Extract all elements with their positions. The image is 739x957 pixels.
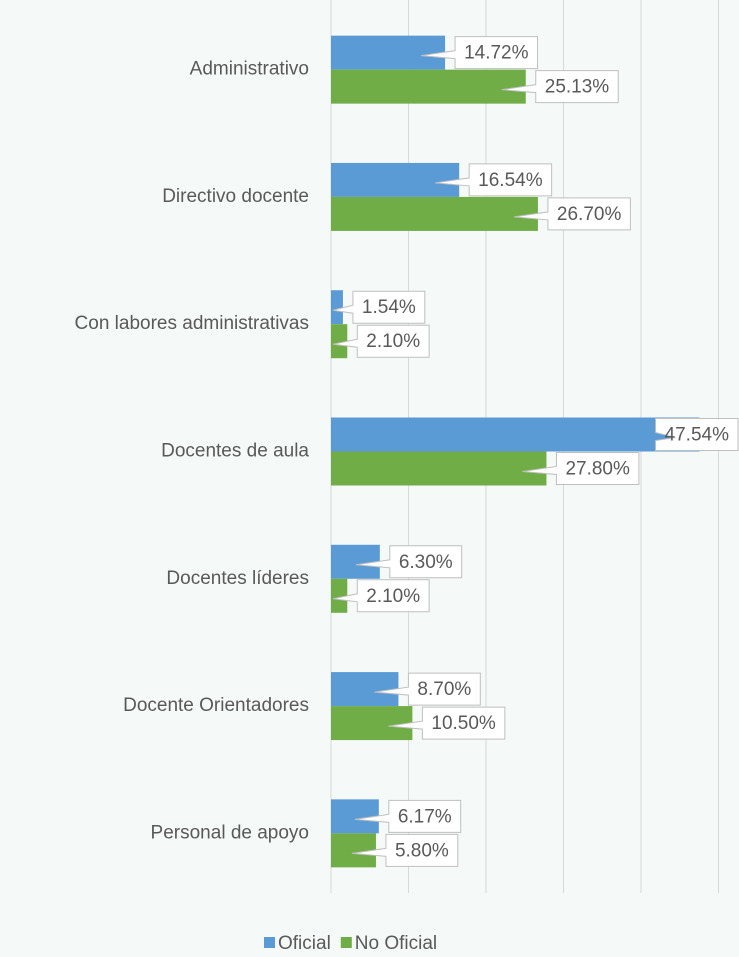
data-label: 47.54%: [665, 425, 730, 446]
y-tick-label: Administrativo: [190, 59, 309, 80]
label-callout: [354, 799, 462, 833]
legend-swatch: [264, 937, 275, 948]
label-callout: [421, 36, 539, 70]
data-label: 26.70%: [557, 204, 622, 225]
bar: [331, 290, 343, 325]
label-callout: [374, 672, 481, 706]
data-label: 10.50%: [431, 713, 496, 734]
bar: [331, 799, 379, 834]
bar: [331, 706, 413, 741]
y-tick-label: Con labores administrativas: [75, 313, 309, 334]
data-label: 2.10%: [366, 586, 420, 607]
label-callout: [435, 163, 553, 197]
bar: [331, 672, 399, 707]
y-tick-label: Docentes de aula: [161, 441, 309, 462]
data-label: 8.70%: [417, 679, 471, 700]
y-tick-label: Personal de apoyo: [151, 822, 309, 843]
y-tick-label: Docente Orientadores: [123, 695, 309, 716]
data-label: 1.54%: [362, 297, 416, 318]
data-label: 6.30%: [399, 552, 453, 573]
bar: [331, 162, 460, 197]
label-callout: [388, 706, 506, 740]
data-label: 14.72%: [464, 43, 529, 64]
y-tick-label: Directivo docente: [162, 186, 309, 207]
data-label: 16.54%: [478, 170, 543, 191]
label-callout: [522, 452, 640, 485]
y-tick-label: Docentes líderes: [166, 568, 309, 589]
legend-label: Oficial: [278, 933, 331, 954]
bar: [331, 196, 538, 231]
bar: [331, 69, 526, 104]
bar: [331, 324, 348, 359]
bar: [331, 417, 700, 452]
label-callout: [332, 579, 430, 613]
bar: [331, 35, 446, 70]
data-label: 25.13%: [545, 77, 610, 98]
label-callout: [332, 290, 426, 324]
data-label: 5.80%: [395, 840, 449, 861]
label-callout: [355, 545, 463, 579]
label-callout: [513, 197, 631, 231]
label-callout: [332, 324, 430, 358]
label-callout: [501, 70, 619, 104]
bar: [331, 833, 376, 868]
legend-label: No Oficial: [355, 933, 437, 954]
label-callout: [655, 418, 739, 451]
bar: [331, 451, 547, 486]
legend-swatch: [340, 937, 352, 948]
data-label: 2.10%: [366, 331, 420, 352]
bar: [331, 544, 380, 579]
bar: [331, 578, 348, 613]
data-label: 27.80%: [565, 459, 630, 480]
label-callout: [351, 833, 459, 867]
data-label: 6.17%: [398, 806, 452, 827]
